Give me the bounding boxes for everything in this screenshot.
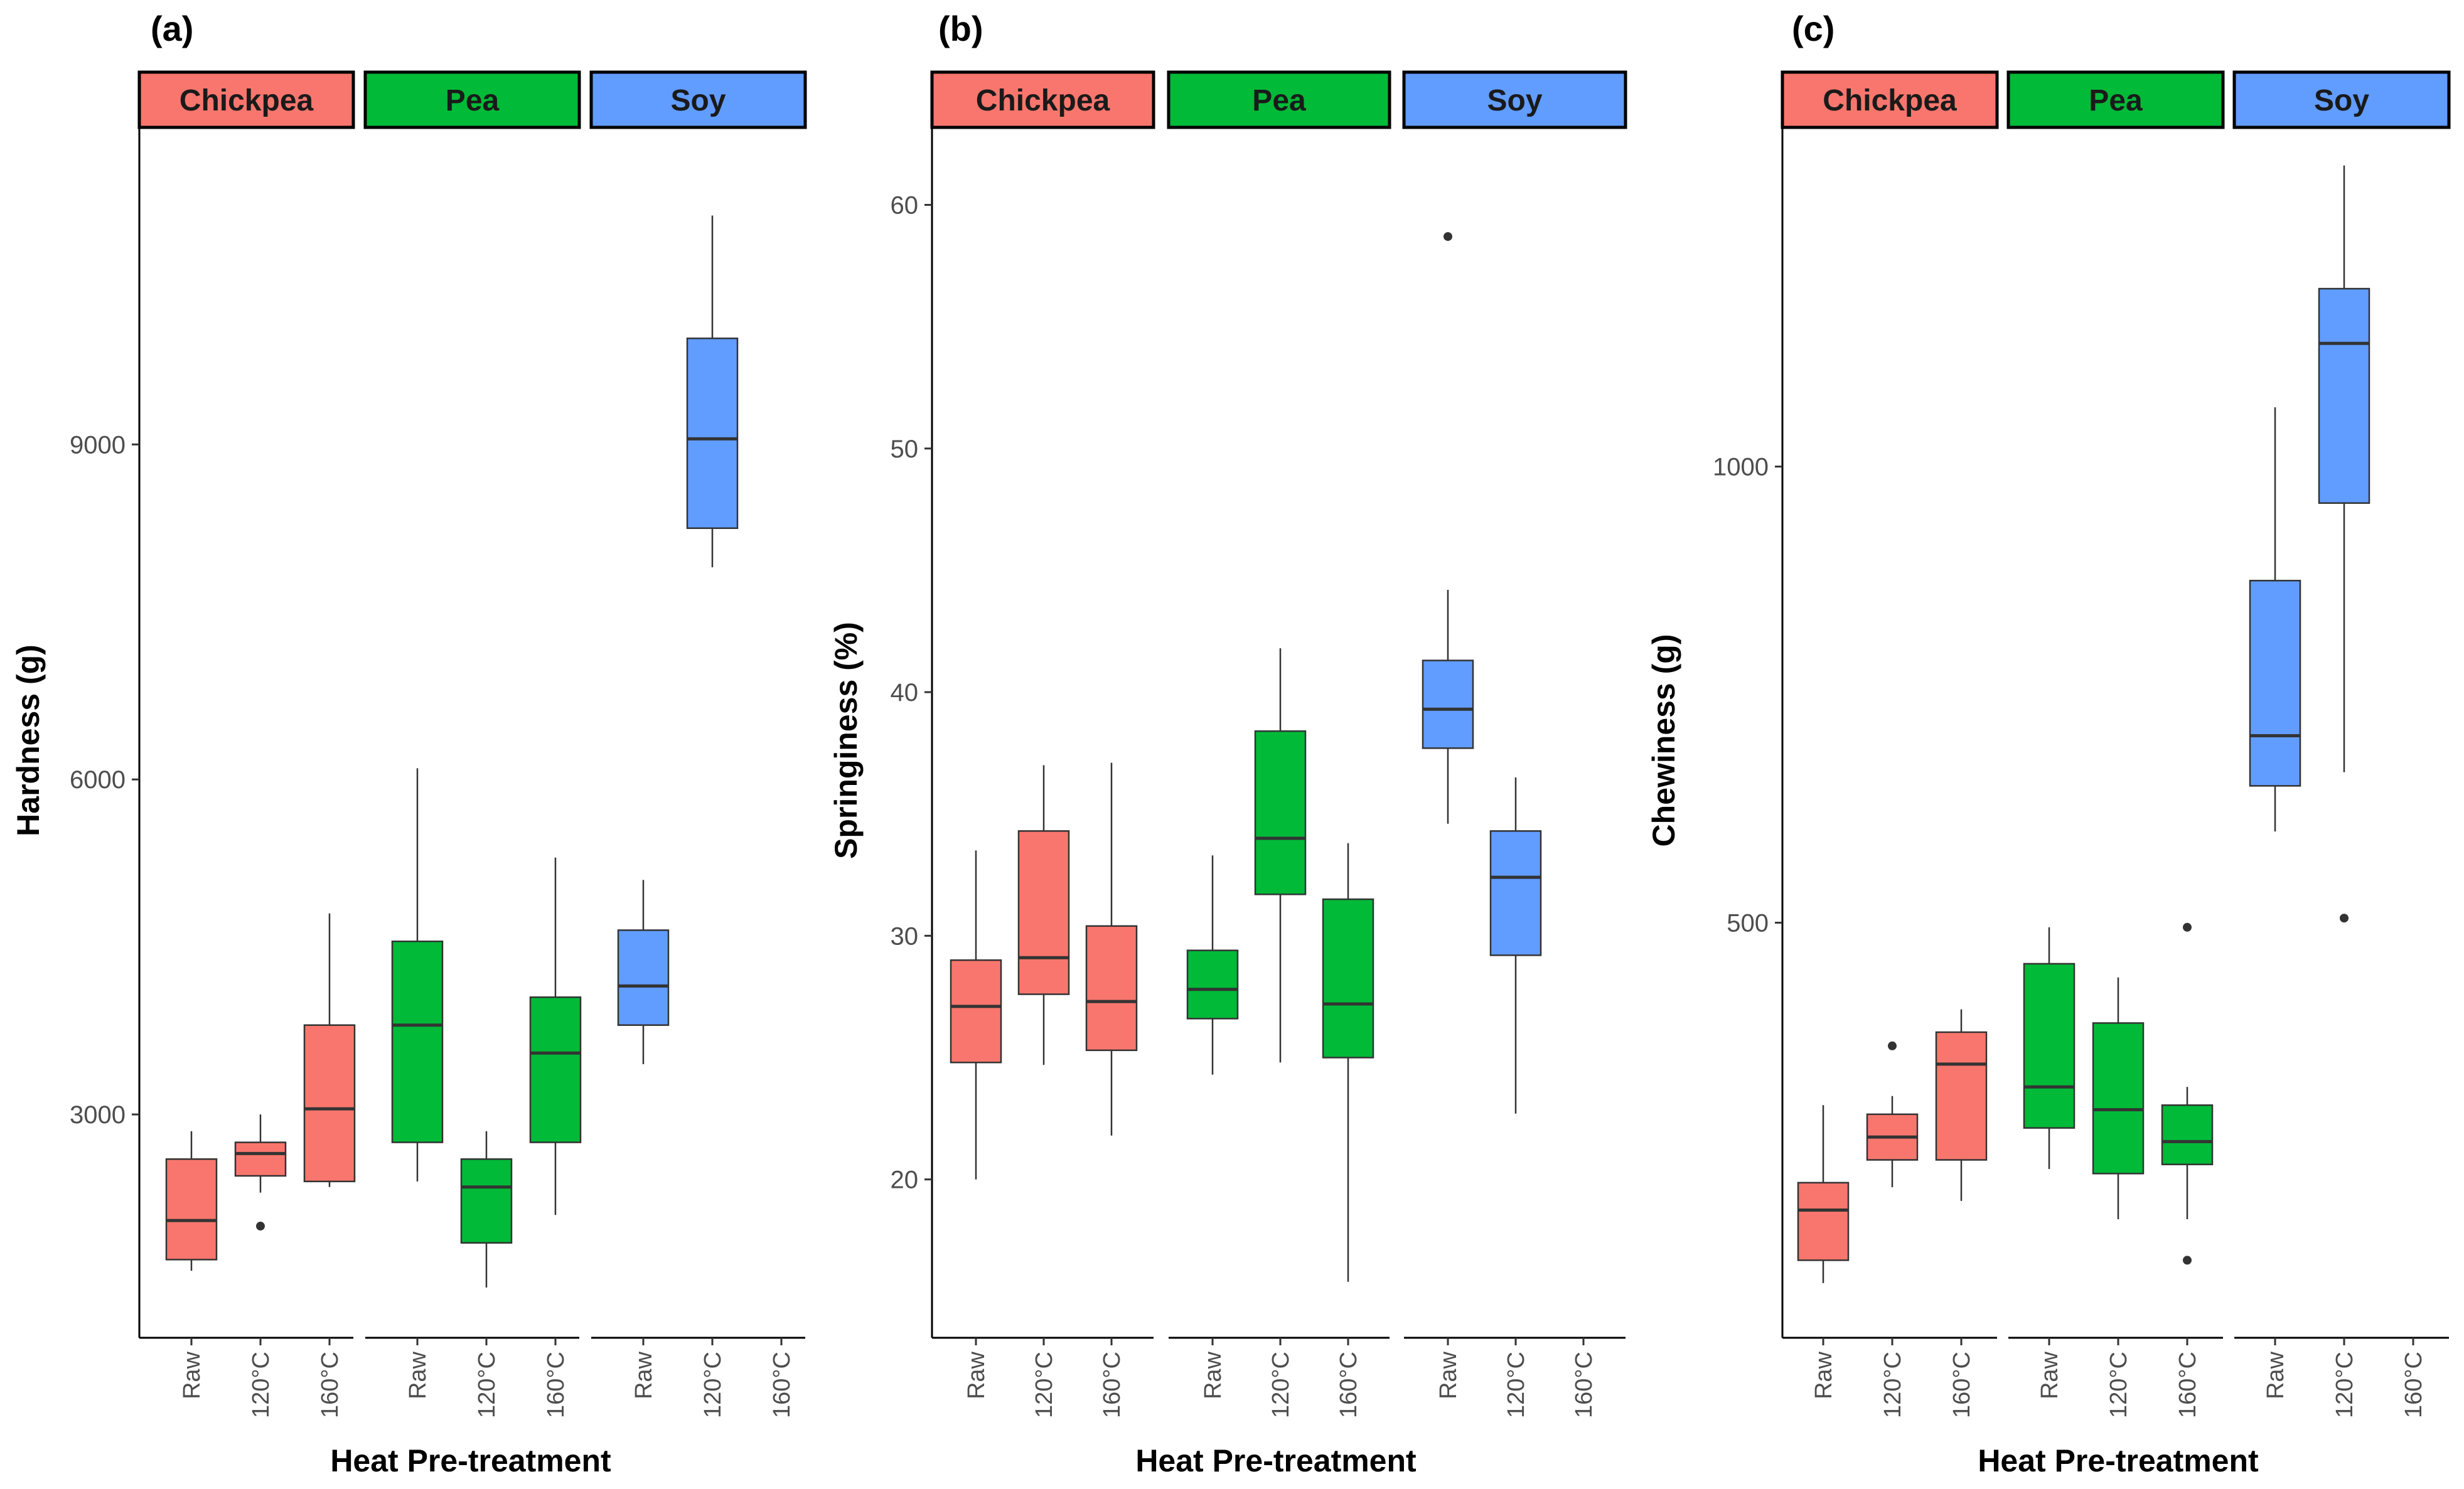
x-axis-label-b: Heat Pre-treatment [1135,1443,1417,1478]
x-tick-label-chickpea-raw: Raw [963,1351,990,1399]
box-soy-120c [686,337,739,530]
facet-label-chickpea: Chickpea [976,84,1110,117]
box-soy-raw [1422,659,1474,749]
x-tick-label-chickpea-120c: 120°C [1880,1352,1906,1418]
facet-strip-soy [1402,70,1627,129]
x-tick-label-pea-raw: Raw [1200,1351,1226,1399]
box-chickpea-raw [165,1158,218,1261]
facet-label-pea: Pea [446,84,500,117]
panel-springiness: (b) Springiness (%) Heat Pre-treatment 2… [828,9,1627,1478]
x-tick-label-soy-160c: 160°C [1571,1352,1597,1418]
facet-label-chickpea: Chickpea [179,84,314,117]
outlier-point-pea-160c [2183,922,2192,932]
x-tick-label-pea-raw: Raw [2037,1351,2063,1399]
x-tick-label-pea-raw: Raw [405,1351,431,1399]
box-pea-raw [391,940,444,1143]
x-tick-label-pea-160c: 160°C [543,1352,569,1418]
x-tick-label-soy-120c: 120°C [2332,1352,2358,1418]
facet-label-pea: Pea [1252,84,1306,117]
x-axis-label-a: Heat Pre-treatment [330,1443,611,1478]
panel-label-c: (c) [1792,9,1835,48]
box-chickpea-160c [303,1024,356,1183]
x-tick-label-soy-160c: 160°C [2401,1352,2427,1418]
box-pea-160c [2161,1104,2214,1166]
facet-strip-pea [2006,70,2225,129]
y-tick-label: 40 [891,679,919,707]
facet-strip-chickpea [930,70,1155,129]
facet-strip-pea [363,70,581,129]
box-soy-raw [617,929,670,1026]
x-tick-label-chickpea-160c: 160°C [317,1352,343,1418]
x-axis-label-c: Heat Pre-treatment [1978,1443,2259,1478]
x-tick-label-pea-160c: 160°C [1336,1352,1362,1418]
box-chickpea-raw [1797,1182,1850,1261]
x-tick-label-pea-120c: 120°C [2106,1352,2132,1418]
x-tick-label-soy-120c: 120°C [700,1352,726,1418]
y-axis-label-chewiness: Chewiness (g) [1646,634,1681,847]
y-axis-label-hardness: Hardness (g) [11,644,46,836]
facet-label-soy: Soy [2314,84,2369,117]
panel-label-a: (a) [151,9,193,48]
box-chickpea-120c [1017,830,1070,995]
y-tick-label: 500 [1727,909,1769,937]
x-tick-label-soy-raw: Raw [2263,1351,2289,1399]
y-tick-label: 30 [891,922,919,950]
box-pea-160c [1322,898,1374,1059]
x-tick-label-chickpea-raw: Raw [1811,1351,1837,1399]
box-chickpea-raw [950,959,1002,1064]
box-chickpea-160c [1085,925,1138,1052]
facet-label-soy: Soy [670,84,726,117]
box-soy-120c [2318,287,2370,504]
box-pea-160c [529,996,582,1143]
box-pea-120c [460,1158,513,1244]
x-tick-label-soy-raw: Raw [631,1351,657,1399]
box-chickpea-160c [1935,1031,1988,1161]
y-tick-label: 9000 [70,431,126,459]
outlier-point-chickpea-120c [256,1222,265,1231]
facet-strip-pea [1167,70,1391,129]
x-tick-label-pea-120c: 120°C [1268,1352,1294,1418]
outlier-point-pea-160c [2183,1256,2192,1265]
y-tick-label: 6000 [70,766,126,794]
x-tick-label-chickpea-160c: 160°C [1099,1352,1125,1418]
facet-label-soy: Soy [1487,84,1542,117]
box-pea-120c [2092,1022,2145,1175]
box-pea-120c [1254,730,1307,895]
box-chickpea-120c [234,1141,287,1177]
y-tick-label: 3000 [70,1101,126,1129]
box-soy-raw [2249,580,2301,787]
x-tick-label-chickpea-160c: 160°C [1949,1352,1975,1418]
x-tick-label-soy-160c: 160°C [769,1352,795,1418]
facet-strip-chickpea [137,70,355,129]
y-tick-label: 60 [891,191,919,219]
outlier-point-soy-raw [1444,232,1452,241]
x-tick-label-soy-raw: Raw [1435,1351,1462,1399]
facet-label-chickpea: Chickpea [1823,84,1957,117]
panel-chewiness: (c) Chewiness (g) Heat Pre-treatment 500… [1646,9,2451,1478]
box-soy-120c [1489,830,1542,956]
y-axis-label-springiness: Springiness (%) [828,622,864,859]
outlier-point-soy-120c [2340,914,2349,923]
y-tick-label: 20 [891,1166,919,1194]
y-tick-label: 1000 [1713,454,1769,481]
outlier-point-chickpea-120c [1888,1041,1897,1050]
y-tick-label: 50 [891,435,919,463]
facet-strip-chickpea [1781,70,1999,129]
facet-strip-soy [2232,70,2451,129]
x-tick-label-pea-120c: 120°C [474,1352,500,1418]
x-tick-label-soy-120c: 120°C [1503,1352,1529,1418]
facet-strip-soy [589,70,807,129]
x-tick-label-chickpea-120c: 120°C [1031,1352,1058,1418]
x-tick-label-pea-160c: 160°C [2175,1352,2201,1418]
box-pea-raw [2023,963,2076,1129]
panel-label-b: (b) [938,9,983,48]
panel-hardness: (a) Hardness (g) Heat Pre-treatment 3000… [11,9,807,1478]
facet-label-pea: Pea [2089,84,2143,117]
x-tick-label-chickpea-120c: 120°C [248,1352,274,1418]
x-tick-label-chickpea-raw: Raw [179,1351,205,1399]
box-pea-raw [1186,949,1239,1020]
